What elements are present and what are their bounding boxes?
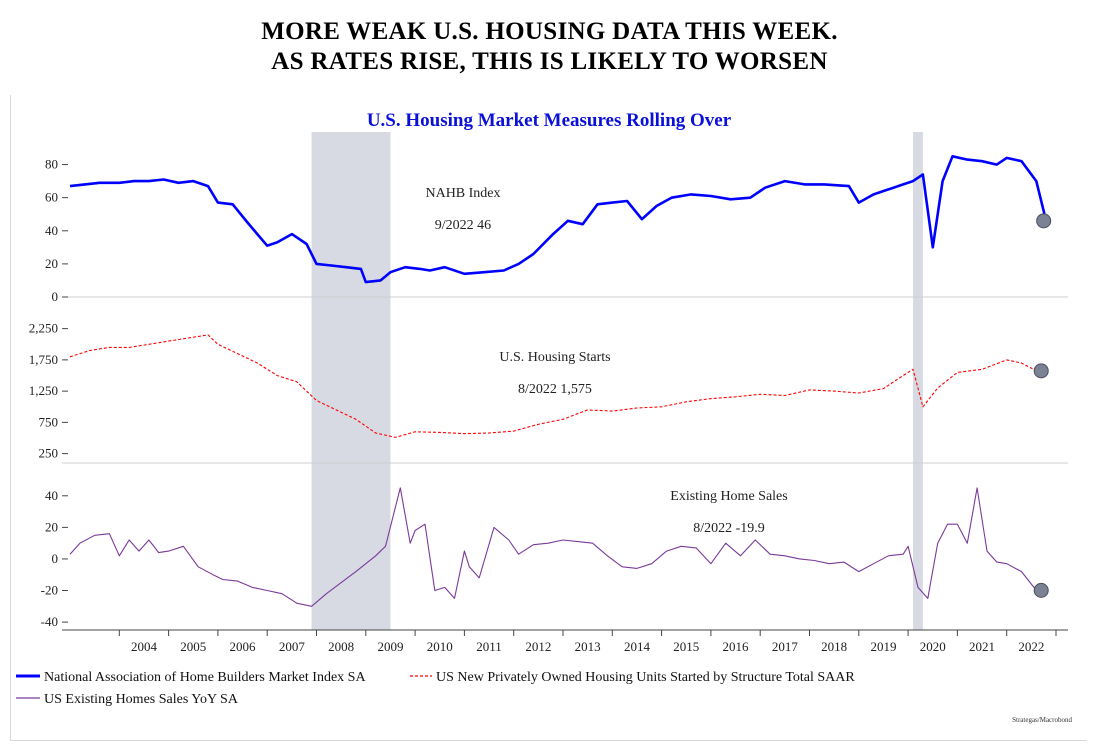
x-tick-label: 2011: [476, 639, 502, 654]
panel-annotation-title: Existing Home Sales: [670, 489, 787, 504]
x-tick-label: 2019: [870, 639, 896, 654]
recession-band-2: [913, 132, 923, 630]
panel-annotation-value: 8/2022 1,575: [518, 382, 592, 397]
source-label: Strategas/Macrobond: [1012, 716, 1072, 724]
headline-line-2: AS RATES RISE, THIS IS LIKELY TO WORSEN: [271, 48, 828, 75]
panel-annotation-title: U.S. Housing Starts: [499, 350, 610, 365]
x-tick-label: 2009: [377, 639, 403, 654]
recession-band-1: [311, 132, 391, 630]
latest-value-marker: [1033, 363, 1049, 379]
panel-annotation-value: 8/2022 -19.9: [693, 521, 765, 536]
y-tick-label: 40: [45, 223, 58, 238]
x-tick-label: 2014: [624, 639, 651, 654]
chart-panels: 0 20 40 60 80 NAHB Index 9/2022 46 250 750 1,250 1…: [29, 155, 1068, 631]
x-tick-label: 2004: [131, 639, 158, 654]
chart-title: U.S. Housing Market Measures Rolling Ove…: [367, 110, 732, 131]
x-tick-label: 2017: [772, 639, 799, 654]
legend-label-starts: US New Privately Owned Housing Units Sta…: [436, 670, 855, 685]
latest-value-marker: [1033, 582, 1049, 598]
x-tick-label: 2005: [180, 639, 206, 654]
panel-1: 0 20 40 60 80 NAHB Index 9/2022 46: [45, 155, 1068, 304]
series-line-1-1: [69, 155, 1048, 284]
x-tick-label: 2007: [279, 639, 306, 654]
y-tick-label: 750: [39, 414, 59, 429]
x-tick-label: 2021: [969, 639, 995, 654]
x-tick-label: 2006: [230, 639, 257, 654]
x-tick-label: 2020: [920, 639, 946, 654]
x-tick-label: 2008: [328, 639, 354, 654]
y-tick-label: 20: [45, 256, 58, 271]
y-tick-label: 60: [45, 190, 58, 205]
series-line-3-1: [69, 487, 1037, 607]
y-tick-label: -20: [41, 583, 58, 598]
y-tick-label: 2,250: [29, 321, 58, 336]
x-tick-label: 2013: [575, 639, 601, 654]
y-tick-label: 0: [52, 289, 59, 304]
y-tick-label: 250: [39, 446, 59, 461]
x-tick-label: 2018: [821, 639, 847, 654]
panel-2: 250 750 1,250 1,750 2,250 U.S. Housing Starts…: [29, 321, 1068, 464]
panel-annotation-value: 9/2022 46: [435, 218, 491, 233]
y-tick-label: 0: [52, 551, 59, 566]
y-tick-label: 20: [45, 519, 58, 534]
x-tick-label: 2015: [673, 639, 699, 654]
panel-annotation-title: NAHB Index: [425, 186, 500, 201]
legend-label-sales: US Existing Homes Sales YoY SA: [44, 692, 239, 707]
headline-line-1: MORE WEAK U.S. HOUSING DATA THIS WEEK.: [261, 18, 838, 45]
y-tick-label: 40: [45, 488, 58, 503]
y-tick-label: 80: [45, 157, 58, 172]
legend-label-nahb: National Association of Home Builders Ma…: [44, 670, 366, 685]
latest-value-marker: [1036, 213, 1052, 229]
x-tick-label: 2012: [525, 639, 551, 654]
y-tick-label: -40: [41, 614, 58, 629]
x-tick-label: 2022: [1018, 639, 1044, 654]
x-axis: 2004 2005 2006 2007 2008 2009 2010 2011 2012 2013…: [62, 629, 1068, 654]
recession-shading: [311, 132, 923, 630]
x-tick-label: 2010: [427, 639, 453, 654]
series-line-2-1: [69, 334, 1037, 438]
chart-frame: [10, 95, 1087, 741]
x-tick-label: 2016: [723, 639, 750, 654]
y-tick-label: 1,250: [29, 383, 58, 398]
y-tick-label: 1,750: [29, 352, 58, 367]
